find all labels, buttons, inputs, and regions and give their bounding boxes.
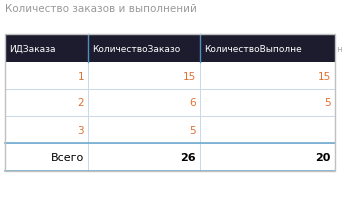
Bar [5, 116, 335, 143]
Text: 3: 3 [77, 125, 84, 135]
Bar [5, 89, 335, 116]
Text: ИДЗаказа: ИДЗаказа [9, 44, 55, 53]
Text: 15: 15 [183, 71, 196, 81]
Text: 26: 26 [180, 152, 196, 162]
Text: Всего: Всего [51, 152, 84, 162]
Text: Количество заказов и выполнений: Количество заказов и выполнений [5, 4, 197, 14]
Text: 6: 6 [189, 98, 196, 108]
Bar [5, 143, 335, 171]
Text: 15: 15 [318, 71, 331, 81]
Text: 5: 5 [324, 98, 331, 108]
Text: КоличествоЗаказо: КоличествоЗаказо [92, 44, 180, 53]
Bar [5, 63, 335, 89]
Text: 1: 1 [77, 71, 84, 81]
Text: 20: 20 [316, 152, 331, 162]
Text: ний: ний [336, 44, 342, 53]
Bar [5, 35, 335, 63]
Text: 2: 2 [77, 98, 84, 108]
Text: 5: 5 [189, 125, 196, 135]
Text: КоличествоВыполне: КоличествоВыполне [204, 44, 302, 53]
Bar [5, 35, 335, 171]
